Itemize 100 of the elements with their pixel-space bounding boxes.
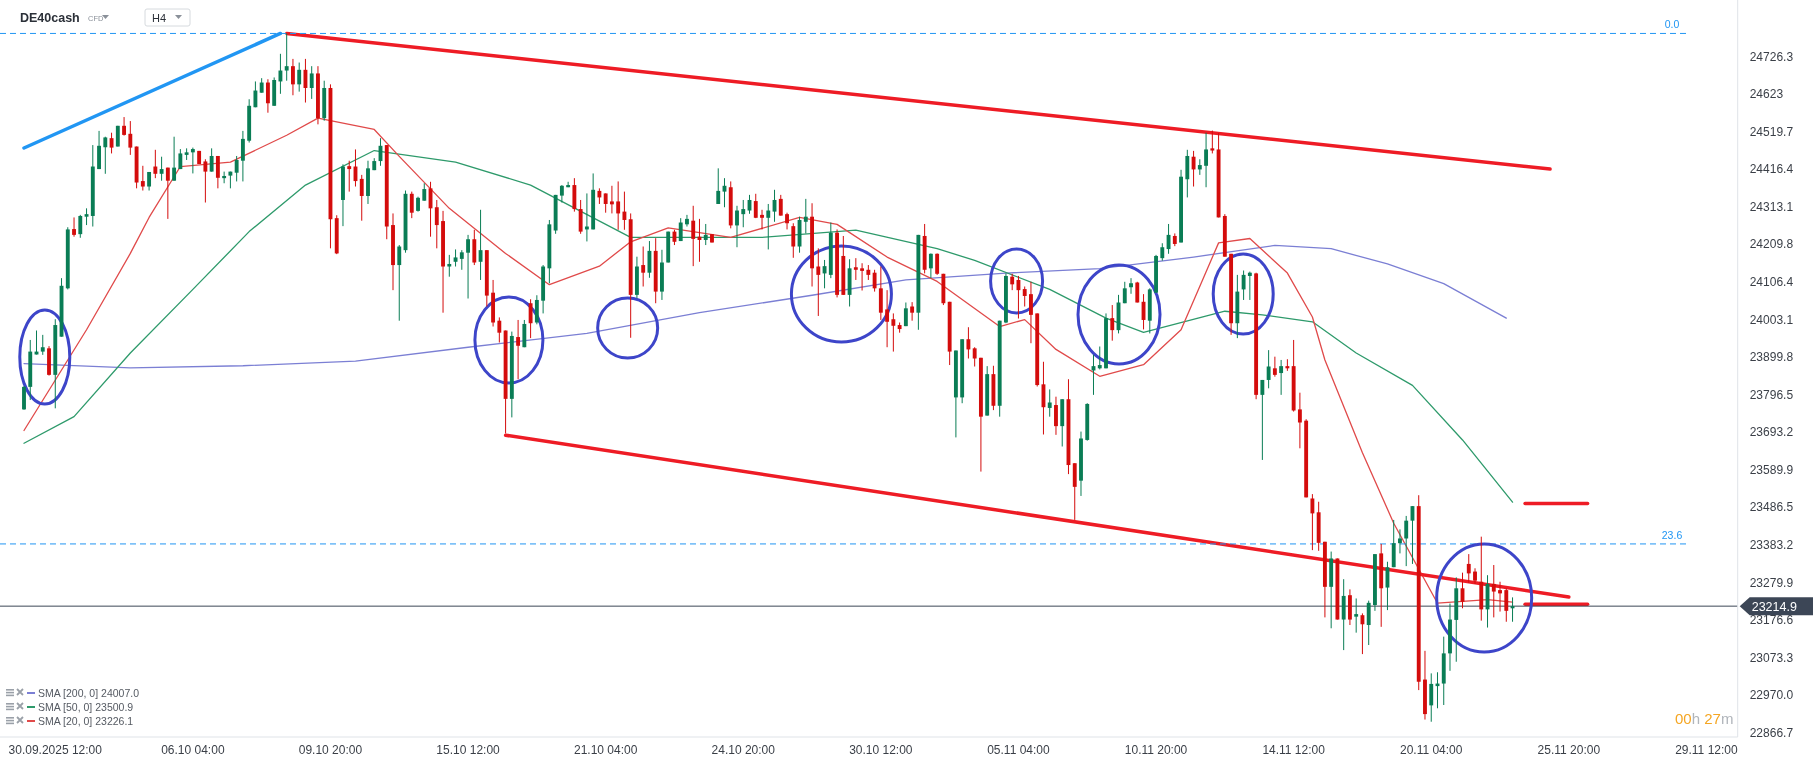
- candlestick: [22, 385, 26, 411]
- line-series: [23, 149, 1514, 503]
- candlestick: [1429, 672, 1434, 723]
- y-tick-label: 24003.1: [1749, 312, 1794, 327]
- ref-line-label: 23214.9: [1751, 599, 1797, 614]
- candlestick: [891, 312, 896, 353]
- candlestick: [1185, 149, 1190, 198]
- candlestick: [1204, 132, 1209, 188]
- candlestick: [685, 214, 689, 228]
- x-tick-label: 10.11 20:00: [1124, 743, 1188, 757]
- candlestick: [1210, 130, 1215, 154]
- y-tick-label: 24623: [1749, 87, 1784, 102]
- candlestick: [753, 193, 758, 219]
- candlestick: [265, 78, 270, 114]
- candlestick: [910, 301, 915, 322]
- candlestick: [153, 149, 158, 179]
- candlestick: [109, 132, 114, 154]
- candlestick: [1491, 564, 1496, 618]
- candlestick: [215, 155, 220, 189]
- candlestick: [766, 203, 771, 250]
- candlestick: [603, 192, 608, 214]
- legend-label: SMA [20, 0] 23226.1: [38, 715, 134, 727]
- candlestick: [397, 244, 402, 322]
- candlestick: [928, 252, 933, 279]
- candlestick: [760, 209, 764, 230]
- candlestick: [616, 180, 621, 231]
- candlestick: [278, 53, 283, 95]
- candlestick: [1097, 346, 1102, 370]
- candlestick: [1310, 493, 1315, 551]
- y-tick-label: 23486.5: [1749, 500, 1794, 515]
- legend-label: SMA [200, 0] 24007.0: [38, 687, 140, 699]
- candlestick: [1404, 515, 1409, 567]
- x-tick-label: 30.09.2025 12:00: [8, 743, 103, 757]
- candlestick: [253, 80, 258, 108]
- candlestick: [1110, 304, 1115, 342]
- y-tick-label: 23279.9: [1749, 575, 1794, 590]
- candlestick: [291, 58, 295, 96]
- legend-label: SMA [50, 0] 23500.9: [38, 701, 134, 713]
- candlestick: [128, 120, 133, 156]
- annotation: 00h 27m: [1675, 710, 1734, 727]
- y-tick-label: 24313.1: [1749, 199, 1794, 214]
- candlestick: [1279, 359, 1284, 396]
- x-tick-label: 29.11 12:00: [1675, 743, 1738, 757]
- x-tick-label: 15.10 12:00: [436, 743, 501, 757]
- candlestick: [641, 246, 646, 288]
- x-tick-label: 09.10 20:00: [298, 743, 363, 757]
- candlestick: [40, 334, 45, 356]
- candlestick: [522, 319, 527, 348]
- candlestick: [691, 205, 696, 267]
- candlestick: [572, 177, 577, 213]
- candlestick: [622, 191, 627, 231]
- candlestick: [297, 62, 302, 93]
- text: DE40cash: [20, 11, 80, 25]
- candlestick: [966, 326, 971, 359]
- y-tick-label: 24209.8: [1749, 237, 1794, 252]
- x-tick-label: 24.10 20:00: [711, 743, 776, 757]
- line-series: [23, 117, 1514, 604]
- candlestick: [1054, 396, 1058, 436]
- x-tick-label: 20.11 04:00: [1399, 743, 1463, 757]
- candlestick: [97, 130, 101, 170]
- candlestick: [309, 65, 314, 100]
- candlestick: [791, 222, 796, 259]
- candlestick: [516, 319, 521, 380]
- candlestick: [472, 229, 477, 266]
- candlestick: [1022, 286, 1027, 308]
- candlestick: [778, 194, 783, 217]
- y-tick-label: 23589.9: [1749, 462, 1794, 477]
- candlestick: [816, 247, 821, 317]
- candlestick: [1129, 277, 1133, 295]
- candlestick: [209, 147, 214, 173]
- candlestick: [741, 199, 746, 228]
- candlestick: [165, 167, 170, 220]
- y-tick-label: 23796.5: [1749, 387, 1794, 402]
- y-tick-label: 23073.3: [1749, 650, 1794, 665]
- y-tick-label: 22970.0: [1749, 688, 1794, 703]
- candlestick: [1260, 379, 1265, 461]
- x-tick-label: 30.10 12:00: [849, 743, 913, 757]
- candlestick: [359, 174, 364, 222]
- x-tick-label: 06.10 04:00: [161, 743, 225, 757]
- candlestick: [222, 171, 227, 184]
- candlestick: [234, 155, 239, 182]
- candlestick: [647, 240, 652, 279]
- candlestick: [172, 136, 177, 182]
- y-tick-label: 24416.4: [1749, 162, 1794, 177]
- y-tick-label: 22866.7: [1749, 725, 1794, 740]
- candlestick: [1247, 271, 1252, 301]
- candlestick: [203, 158, 208, 204]
- candlestick: [140, 165, 145, 192]
- candlestick: [466, 234, 470, 300]
- candlestick: [72, 216, 76, 238]
- candlestick: [497, 316, 502, 343]
- candlestick: [103, 136, 108, 175]
- candlestick: [1504, 587, 1509, 623]
- candlestick: [1266, 349, 1271, 389]
- candlestick: [478, 209, 483, 281]
- candlestick: [972, 346, 977, 367]
- candlestick: [528, 298, 533, 339]
- candlestick: [159, 156, 164, 182]
- candlestick: [935, 252, 940, 276]
- candlestick: [434, 199, 439, 249]
